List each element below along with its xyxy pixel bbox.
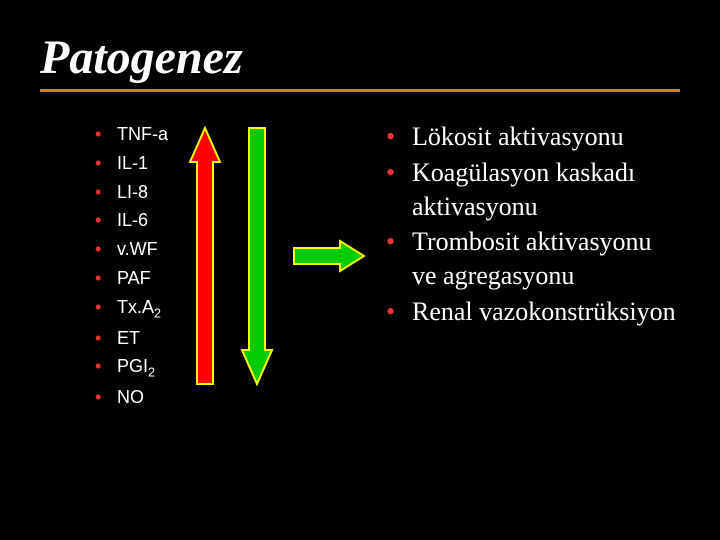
- down-arrow-icon: [240, 126, 274, 386]
- mediator-item: IL-1: [95, 149, 168, 178]
- effect-item: Koagülasyon kaskadı aktivasyonu: [386, 156, 680, 224]
- title-underline: [40, 89, 680, 92]
- mediators-list: TNF-aIL-1LI-8IL-6v.WFPAFTx.A2ETPGI2NO: [95, 120, 168, 412]
- arrows-group: [178, 120, 366, 386]
- mediator-item: PGI2: [95, 352, 168, 383]
- content-row: TNF-aIL-1LI-8IL-6v.WFPAFTx.A2ETPGI2NO Lö…: [40, 120, 680, 412]
- mediator-item: Tx.A2: [95, 293, 168, 324]
- mediator-item: NO: [95, 383, 168, 412]
- slide-title: Patogenez: [40, 30, 680, 85]
- right-arrow-icon: [292, 239, 366, 273]
- effect-item: Lökosit aktivasyonu: [386, 120, 680, 154]
- effects-list: Lökosit aktivasyonuKoagülasyon kaskadı a…: [386, 120, 680, 329]
- mediator-item: ET: [95, 324, 168, 353]
- mediator-item: LI-8: [95, 178, 168, 207]
- mediator-item: PAF: [95, 264, 168, 293]
- up-arrow-icon: [188, 126, 222, 386]
- effect-item: Renal vazokonstrüksiyon: [386, 295, 680, 329]
- mediator-item: v.WF: [95, 235, 168, 264]
- mediator-item: TNF-a: [95, 120, 168, 149]
- mediators-column: TNF-aIL-1LI-8IL-6v.WFPAFTx.A2ETPGI2NO: [40, 120, 168, 412]
- effect-item: Trombosit aktivasyonu ve agregasyonu: [386, 225, 680, 293]
- mediator-item: IL-6: [95, 206, 168, 235]
- effects-column: Lökosit aktivasyonuKoagülasyon kaskadı a…: [376, 120, 680, 331]
